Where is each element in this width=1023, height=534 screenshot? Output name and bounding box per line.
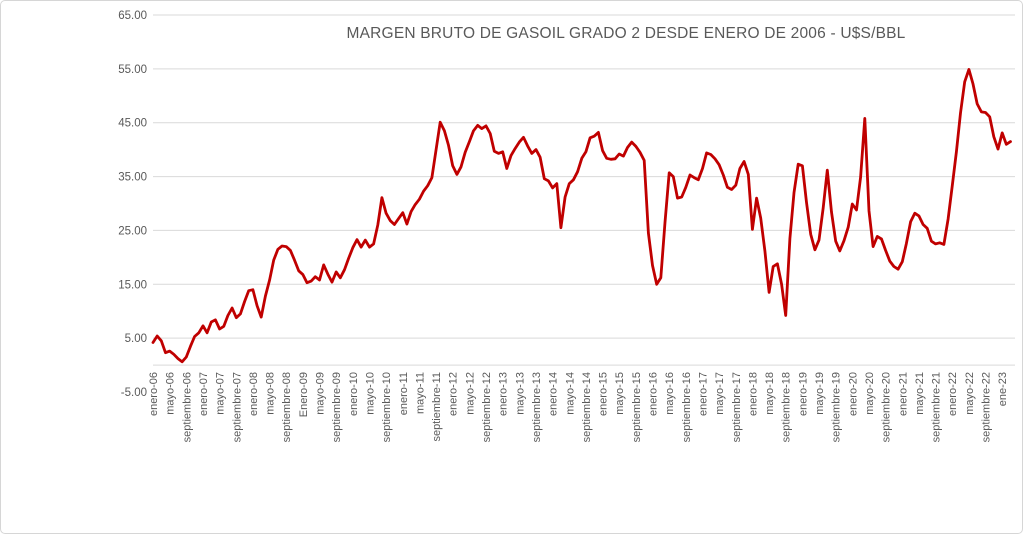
x-axis-tick-label: mayo-09 xyxy=(315,372,327,415)
x-axis-tick-label: septiembre-18 xyxy=(781,372,793,442)
x-axis-tick-label: Enero-09 xyxy=(298,372,310,417)
x-axis-tick-label: septiembre-06 xyxy=(181,372,193,442)
x-axis-tick-label: septiembre-21 xyxy=(931,372,943,442)
x-axis-tick-label: enero-16 xyxy=(648,372,660,416)
x-axis-tick-label: septiembre-11 xyxy=(431,372,443,442)
x-axis-tick-label: septiembre-17 xyxy=(731,372,743,442)
x-axis-tick-label: mayo-17 xyxy=(714,372,726,415)
x-axis-tick-label: enero-12 xyxy=(448,372,460,416)
x-axis-tick-label: mayo-16 xyxy=(664,372,676,415)
x-axis-tick-label: enero-08 xyxy=(248,372,260,416)
x-axis-tick-label: septiembre-22 xyxy=(981,372,993,442)
x-axis-tick-label: septiembre-07 xyxy=(231,372,243,442)
y-axis-tick-label: 65.00 xyxy=(118,10,147,22)
x-axis-tick-label: septiembre-12 xyxy=(481,372,493,442)
x-axis-tick-label: enero-07 xyxy=(198,372,210,416)
x-axis-tick-label: septiembre-15 xyxy=(631,372,643,442)
x-axis-tick-label: mayo-15 xyxy=(614,372,626,415)
x-axis-tick-label: enero-22 xyxy=(947,372,959,416)
chart-title: MARGEN BRUTO DE GASOIL GRADO 2 DESDE ENE… xyxy=(346,25,906,42)
x-axis-tick-label: ene-23 xyxy=(997,372,1009,406)
margin-line-series xyxy=(151,68,1012,364)
x-axis-tick-label: enero-18 xyxy=(747,372,759,416)
x-axis-tick-label: mayo-06 xyxy=(165,372,177,415)
x-axis-tick-label: septiembre-16 xyxy=(681,372,693,442)
x-axis-tick-label: mayo-21 xyxy=(914,372,926,415)
x-axis-tick-label: enero-20 xyxy=(847,372,859,416)
y-axis-tick-label: 45.00 xyxy=(118,118,147,130)
x-axis-tick-label: enero-10 xyxy=(348,372,360,416)
x-axis-tick-label: septiembre-13 xyxy=(531,372,543,442)
y-axis-tick-label: 5.00 xyxy=(125,333,147,345)
x-axis-tick-label: mayo-10 xyxy=(364,372,376,415)
x-axis-tick-label: enero-21 xyxy=(897,372,909,416)
x-axis-tick-label: mayo-08 xyxy=(265,372,277,415)
x-axis-tick-label: enero-11 xyxy=(398,372,410,415)
y-axis-tick-label: 55.00 xyxy=(118,64,147,76)
y-axis-tick-label: -5.00 xyxy=(121,387,147,399)
x-axis-tick-label: septiembre-20 xyxy=(881,372,893,442)
x-axis-tick-label: mayo-22 xyxy=(964,372,976,415)
x-axis-tick-label: mayo-11 xyxy=(414,372,426,414)
x-axis-tick-label: septiembre-14 xyxy=(581,372,593,442)
x-axis-tick-label: mayo-12 xyxy=(464,372,476,415)
x-axis-tick-label: mayo-13 xyxy=(514,372,526,415)
x-axis-tick-label: septiembre-08 xyxy=(281,372,293,442)
x-axis-tick-label: enero-15 xyxy=(598,372,610,416)
x-axis-tick-label: enero-13 xyxy=(498,372,510,416)
x-axis-tick-label: mayo-14 xyxy=(564,372,576,415)
x-axis-tick-label: mayo-20 xyxy=(864,372,876,415)
x-axis-tick-label: enero-19 xyxy=(797,372,809,416)
y-axis-tick-label: 35.00 xyxy=(118,172,147,184)
x-axis-tick-label: enero-17 xyxy=(697,372,709,416)
x-axis-tick-label: septiembre-09 xyxy=(331,372,343,442)
y-axis-tick-label: 25.00 xyxy=(118,225,147,237)
x-axis-tick-label: mayo-18 xyxy=(764,372,776,415)
x-axis-tick-label: enero-06 xyxy=(148,372,160,416)
x-axis-tick-label: septiembre-10 xyxy=(381,372,393,442)
x-axis-tick-label: enero-14 xyxy=(548,372,560,416)
y-axis-tick-label: 15.00 xyxy=(118,279,147,291)
x-axis-tick-label: septiembre-19 xyxy=(831,372,843,442)
x-axis-tick-label: mayo-07 xyxy=(215,372,227,415)
x-axis-tick-label: mayo-19 xyxy=(814,372,826,415)
